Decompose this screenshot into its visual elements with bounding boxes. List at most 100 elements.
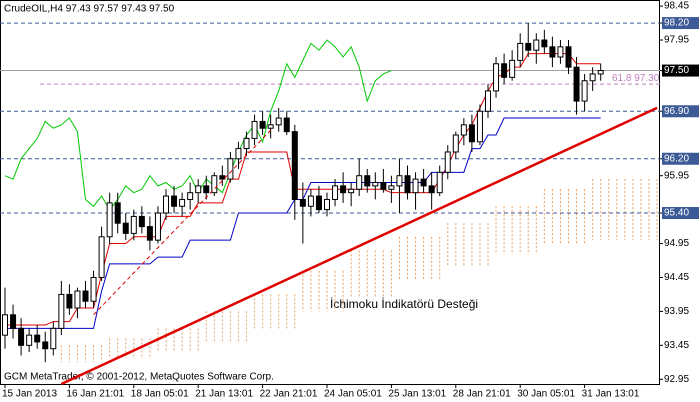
fib-label: 61.8 97.30 [612, 73, 660, 84]
candle-body [90, 276, 97, 302]
candle-body [26, 334, 33, 346]
candle-body [380, 182, 387, 190]
y-tick-label: 93.95 [664, 306, 689, 317]
candle-body [565, 46, 572, 68]
candle-body [460, 124, 467, 136]
price-tag [662, 105, 699, 118]
candle-body [356, 175, 363, 190]
candle-body [98, 236, 105, 278]
candle-body [291, 131, 298, 200]
footer: GCM MetaTrader, © 2001-2012, MetaQuotes … [4, 372, 274, 383]
candle-body [332, 185, 339, 200]
candle-body [597, 70, 604, 75]
candle-body [219, 175, 226, 180]
candle-body [122, 222, 129, 234]
candle-body [259, 120, 266, 129]
y-tick-label: 94.45 [664, 272, 689, 283]
candle-body [283, 117, 290, 133]
candle-body [404, 175, 411, 194]
candle-body [130, 215, 137, 234]
y-tick-label: 92.95 [664, 374, 689, 385]
candle-body [436, 171, 443, 194]
candle-body [573, 66, 580, 102]
candle-body [2, 314, 8, 336]
y-tick-label: 96.90 [664, 106, 689, 117]
candle-body [211, 175, 218, 194]
candle-body [235, 148, 242, 160]
candle-body [34, 334, 41, 343]
candle-body [251, 120, 258, 139]
candle-body [114, 202, 121, 224]
candle-body [154, 212, 161, 241]
candle-body [74, 290, 81, 309]
x-tick-label: 25 Jan 13:01 [388, 389, 446, 400]
candle-body [195, 185, 202, 194]
y-tick-label: 93.45 [664, 340, 689, 351]
x-tick-label: 21 Jan 13:01 [195, 389, 253, 400]
annotation: İchimoku İndikatörü Desteği [330, 297, 478, 311]
candle-body [315, 195, 322, 211]
candle-body [163, 195, 169, 214]
candle-body [557, 46, 564, 58]
candle-body [517, 42, 524, 61]
candle-body [340, 185, 347, 194]
candle-body [187, 192, 194, 200]
candle-body [324, 198, 330, 211]
y-tick-label: 98.45 [664, 1, 689, 12]
x-tick-label: 28 Jan 21:01 [453, 389, 511, 400]
candle-body [307, 195, 314, 207]
candle-body [10, 314, 17, 329]
x-tick-label: 24 Jan 05:01 [324, 389, 382, 400]
candle-body [581, 80, 588, 102]
y-tick-label: 95.40 [664, 208, 689, 219]
candle-body [541, 39, 548, 48]
y-tick-label: 95.95 [664, 170, 689, 181]
candle-body [18, 327, 25, 346]
candle-body [138, 215, 145, 228]
candle-body [476, 110, 483, 143]
candle-body [42, 341, 49, 350]
price-tag [662, 64, 699, 77]
candle-body [364, 175, 371, 187]
candle-body [106, 202, 113, 238]
candle-body [525, 42, 532, 51]
y-tick-label: 94.95 [664, 238, 689, 249]
candle-body [66, 293, 73, 309]
price-tag [662, 207, 699, 220]
candle-body [243, 137, 250, 150]
candle-body [227, 158, 234, 180]
candle-body [348, 188, 355, 194]
candle-body [589, 73, 596, 82]
candle-body [146, 226, 153, 241]
candle-body [412, 178, 419, 194]
y-tick-label: 97.50 [664, 65, 689, 76]
candle-body [396, 175, 403, 187]
candle-body [267, 124, 274, 129]
candle-body [428, 185, 435, 194]
candle-body [275, 117, 282, 126]
candle-body [485, 90, 491, 112]
candle-body [179, 198, 186, 207]
y-tick-label: 97.95 [664, 35, 689, 46]
x-tick-label: 18 Jan 05:01 [131, 389, 189, 400]
candle-body [444, 151, 451, 173]
candle-body [549, 46, 556, 58]
price-tag [662, 152, 699, 165]
candle-body [501, 63, 508, 78]
candle-body [533, 39, 540, 51]
candle-body [493, 63, 500, 92]
y-tick-label: 96.20 [664, 153, 689, 164]
candle-body [203, 185, 210, 194]
trendline [93, 129, 272, 316]
candle-body [50, 327, 57, 350]
y-tick-label: 98.20 [664, 18, 689, 29]
candle-body [171, 195, 178, 207]
candle-body [299, 198, 306, 207]
x-tick-label: 30 Jan 05:01 [517, 389, 575, 400]
candle-body [420, 178, 427, 187]
candle-body [509, 59, 516, 78]
candle-body [82, 290, 89, 302]
candle-body [58, 293, 65, 329]
